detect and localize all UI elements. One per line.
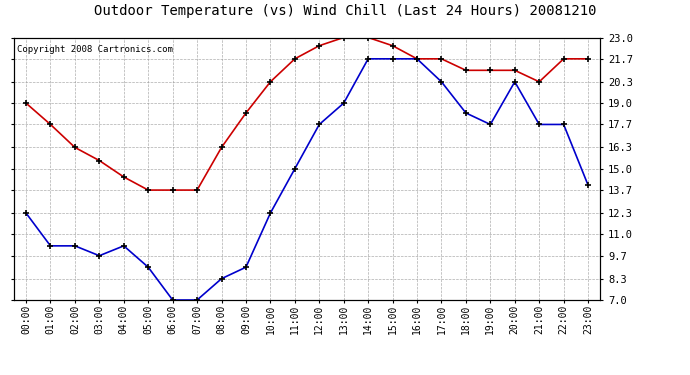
Text: Copyright 2008 Cartronics.com: Copyright 2008 Cartronics.com [17,45,172,54]
Text: Outdoor Temperature (vs) Wind Chill (Last 24 Hours) 20081210: Outdoor Temperature (vs) Wind Chill (Las… [94,4,596,18]
